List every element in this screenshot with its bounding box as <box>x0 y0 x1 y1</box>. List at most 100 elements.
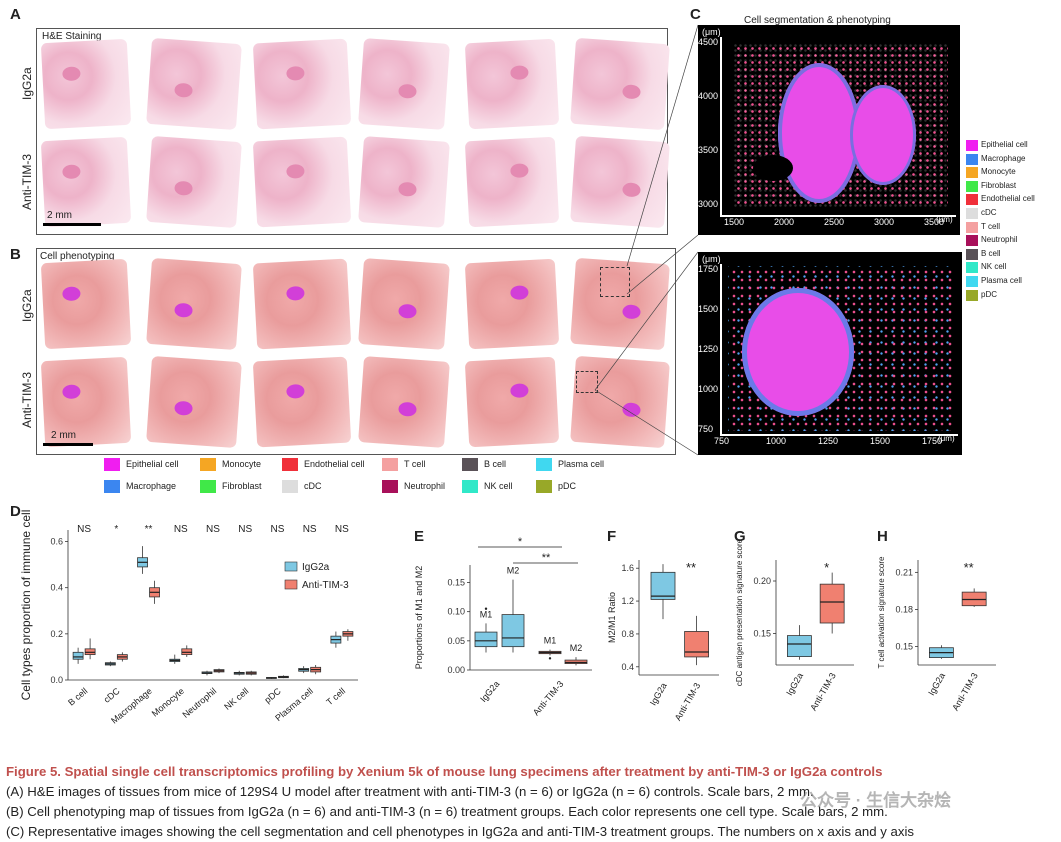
box-anti-tim-3 <box>961 591 987 607</box>
significance-label: ** <box>964 560 974 575</box>
legend-swatch <box>382 480 398 493</box>
legend-swatch <box>536 480 552 493</box>
x-tick-label: IgG2a <box>478 679 501 704</box>
y-tick-label: 0.20 <box>753 576 771 586</box>
x-tick-label: NK cell <box>222 686 250 712</box>
box-label: M2 <box>570 643 583 653</box>
x-axis <box>720 434 958 436</box>
x-tick-label: Anti-TIM-3 <box>531 679 566 718</box>
box-anti-tim-3 <box>819 583 845 624</box>
legend-label: Plasma cell <box>981 276 1022 285</box>
legend-swatch <box>200 480 216 493</box>
x-tick-label: IgG2a <box>926 671 947 697</box>
x-unit: (μm) <box>936 215 953 224</box>
legend-swatch <box>966 194 978 206</box>
y-tick-label: 0.00 <box>447 665 465 675</box>
legend-swatch <box>966 140 978 151</box>
y-tick-label: 0.15 <box>895 641 913 651</box>
legend-label: Macrophage <box>981 153 1026 163</box>
significance-label: NS <box>206 524 220 535</box>
legend-label: Monocyte <box>222 459 262 469</box>
panel-f-label: F <box>607 528 617 545</box>
legend-label: Neutrophil <box>981 235 1018 245</box>
box-igg2a <box>787 635 812 657</box>
legend-swatch <box>282 480 298 493</box>
y-axis-label: M2/M1 Ratio <box>607 592 617 643</box>
x-tick-label: 2000 <box>774 217 795 227</box>
legend-label: NK cell <box>484 481 513 491</box>
legend-swatch <box>536 458 552 471</box>
caption-line-b: (B) Cell phenotyping map of tissues from… <box>6 804 888 819</box>
legend-swatch <box>966 289 978 301</box>
scale-bar-label: 2 mm <box>51 430 76 441</box>
legend-swatch <box>966 248 978 260</box>
box-label: M1 <box>544 636 557 646</box>
significance-label: NS <box>270 524 284 535</box>
box-anti-tim-3 <box>684 631 709 658</box>
y-tick-label: 0.15 <box>753 629 771 639</box>
scale-bar <box>43 443 93 446</box>
y-tick-label: 4500 <box>698 37 719 47</box>
panel-b-title: Cell phenotyping <box>40 251 115 262</box>
airway-hole <box>753 155 793 181</box>
y-tick-label: 0.15 <box>447 578 465 588</box>
legend-swatch <box>966 167 978 179</box>
legend-swatch <box>282 458 298 471</box>
x-tick-label: Anti-TIM-3 <box>950 671 980 712</box>
legend-swatch <box>462 480 478 493</box>
significance-label: * <box>114 524 118 535</box>
significance-label: ** <box>542 552 551 564</box>
y-axis <box>720 264 722 434</box>
significance-label: * <box>824 560 829 575</box>
y-tick-label: 1000 <box>698 384 719 394</box>
panel-a-label: A <box>10 6 21 23</box>
y-tick-label: 0.4 <box>621 662 634 672</box>
legend-label: Endothelial cell <box>981 194 1035 204</box>
panel-b-frame: Cell phenotyping 2 mm <box>36 248 676 455</box>
y-tick-label: 0.10 <box>447 607 465 617</box>
y-tick-label: 4000 <box>698 91 719 101</box>
panel-g-label: G <box>734 528 746 545</box>
x-axis <box>720 215 956 217</box>
panel-a-title: H&E Staining <box>42 31 102 42</box>
legend-label: IgG2a <box>302 562 330 573</box>
x-unit: (μm) <box>938 434 955 443</box>
legend-swatch <box>284 561 298 572</box>
legend-swatch <box>200 458 216 471</box>
zoom-box-igg2a <box>600 267 630 297</box>
legend-swatch <box>462 458 478 471</box>
x-tick-label: 3000 <box>874 217 895 227</box>
segmentation-image-anti-tim3: (μm) 1750 1500 1250 1000 750 750 1000 1250 1500… <box>698 252 962 455</box>
legend-swatch <box>966 235 978 247</box>
y-tick-label: 0.4 <box>50 583 63 593</box>
box-label: M2 <box>507 566 520 576</box>
significance-label: NS <box>174 524 188 535</box>
y-tick-label: 1.6 <box>621 563 634 573</box>
scale-bar-label: 2 mm <box>47 210 72 221</box>
x-tick-label: 1250 <box>818 436 839 446</box>
outlier-point <box>484 607 488 610</box>
x-tick-label: 1000 <box>766 436 787 446</box>
legend-swatch <box>104 480 120 493</box>
x-tick-label: 1750 <box>922 436 943 446</box>
legend-swatch <box>966 153 978 165</box>
chart-g: 0.15 0.20 cDC antigen presentation signatu… <box>735 538 854 712</box>
x-tick-label: 1500 <box>724 217 745 227</box>
caption-line-c: (C) Representative images showing the ce… <box>6 824 914 839</box>
chart-f: 0.4 0.8 1.2 1.6 M2/M1 Ratio ** IgG2a Anti-TIM-3 <box>607 560 719 722</box>
chart-h: 0.15 0.18 0.21 T cell activation signature … <box>877 556 996 712</box>
legend-label: Epithelial cell <box>981 140 1028 149</box>
x-tick-label: 1500 <box>870 436 891 446</box>
box-igg2a <box>72 651 84 660</box>
legend-label: T cell <box>981 221 1000 231</box>
tumor-region <box>850 85 916 185</box>
unit-label: (μm) <box>702 27 721 37</box>
x-tick-label: Neutrophil <box>180 686 218 720</box>
y-tick-label: 0.05 <box>447 636 465 646</box>
legend-label: Endothelial cell <box>304 459 365 469</box>
y-tick-label: 0.18 <box>895 604 913 614</box>
legend-label: NK cell <box>981 262 1007 272</box>
legend-label: cDC <box>981 208 997 217</box>
legend-swatch <box>966 262 978 274</box>
x-tick-label: 3500 <box>924 217 945 227</box>
